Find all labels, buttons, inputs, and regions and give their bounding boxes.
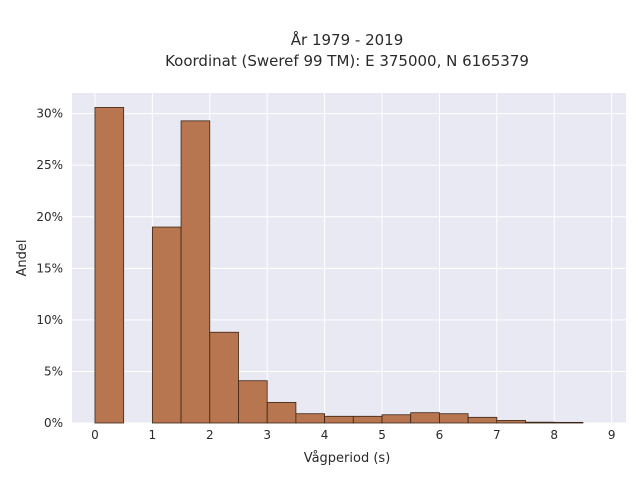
histogram-bar: [525, 421, 555, 424]
histogram-bar: [439, 413, 469, 424]
x-tick-label: 8: [550, 428, 558, 442]
x-tick-label: 2: [206, 428, 214, 442]
x-axis-title: Vågperiod (s): [304, 451, 391, 466]
histogram-bar: [266, 401, 297, 424]
y-axis-title: Andel: [15, 240, 30, 277]
x-tick-label: 6: [436, 428, 444, 442]
histogram-bar: [209, 331, 239, 424]
x-tick-label: 1: [149, 428, 157, 442]
histogram-bar: [352, 415, 383, 424]
bars: [94, 107, 584, 424]
histogram-bar: [410, 412, 440, 424]
y-tick-labels: 0% 5% 10% 15% 20% 25% 30%: [36, 107, 63, 430]
histogram-bar: [553, 421, 584, 424]
y-tick-label: 5%: [44, 364, 63, 378]
x-tick-label: 7: [493, 428, 501, 442]
histogram-bar: [496, 420, 526, 424]
histogram-bar: [94, 107, 125, 424]
histogram-bar: [180, 120, 211, 424]
x-tick-label: 4: [321, 428, 329, 442]
y-tick-label: 30%: [36, 107, 63, 121]
x-tick-label: 9: [608, 428, 616, 442]
histogram-bar: [238, 380, 268, 424]
histogram-bar: [467, 416, 498, 424]
chart-subtitle: Koordinat (Sweref 99 TM): E 375000, N 61…: [165, 52, 529, 70]
y-tick-label: 15%: [36, 261, 63, 275]
y-tick-label: 20%: [36, 210, 63, 224]
x-tick-labels: 0 1 2 3 4 5 6 7 8 9: [91, 428, 615, 442]
histogram-bar: [381, 414, 412, 424]
y-tick-label: 0%: [44, 416, 63, 430]
x-tick-label: 0: [91, 428, 99, 442]
histogram-bar: [295, 413, 326, 424]
chart-title: År 1979 - 2019: [291, 30, 404, 49]
x-tick-label: 5: [378, 428, 386, 442]
y-tick-label: 25%: [36, 158, 63, 172]
histogram-bar: [151, 226, 182, 424]
histogram-bar: [324, 415, 354, 424]
x-tick-label: 3: [263, 428, 271, 442]
y-tick-label: 10%: [36, 313, 63, 327]
